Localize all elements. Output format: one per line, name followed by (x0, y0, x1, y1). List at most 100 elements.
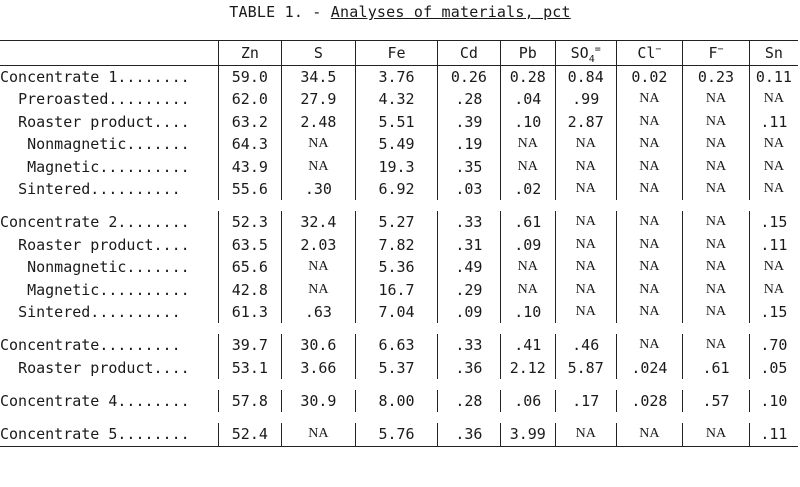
table-cell: 0.11 (748, 66, 798, 89)
header-fe-text: Fe (387, 44, 406, 62)
table-cell: NA (615, 133, 683, 156)
table-cell: .11 (748, 110, 798, 134)
table-cell: 5.87 (554, 356, 616, 380)
table-cell: 3.76 (355, 66, 437, 89)
table-cell: NA (499, 256, 555, 279)
row-label-text: Sintered.......... (18, 179, 181, 198)
table-cell: NA (682, 88, 749, 111)
table-cell: NA (499, 155, 555, 178)
table-cell: 8.00 (355, 390, 437, 413)
table-cell: .36 (437, 356, 500, 380)
row-label-text: Concentrate 5........ (0, 425, 190, 444)
header-so4: SO4= (554, 41, 616, 65)
table-cell: NA (748, 177, 798, 201)
table-cell: .05 (748, 356, 798, 380)
table-cell: .10 (499, 300, 555, 324)
table-cell: 61.3 (217, 300, 281, 324)
header-so4-text: SO4= (570, 44, 601, 65)
table-cell: .09 (499, 233, 555, 257)
header-sn-text: Sn (764, 44, 783, 62)
table-row: Magnetic.......... 42.8 NA 16.7.29 NA NA NA NA N… (0, 278, 798, 301)
table-cell: .36 (437, 423, 500, 446)
table-cell: .31 (437, 233, 500, 257)
table-row: Sintered.......... 55.6.30 6.92.03.02 NA NA N… (0, 177, 798, 201)
table-cell: .28 (437, 88, 500, 111)
table-cell: NA (682, 155, 749, 178)
table-cell: 3.99 (499, 423, 555, 446)
table-cell: .06 (499, 390, 555, 413)
row-label: Magnetic.......... (0, 279, 218, 301)
table-cell: NA (615, 211, 683, 234)
row-label: Nonmagnetic....... (0, 133, 218, 155)
table-cell: .15 (748, 211, 798, 234)
table-cell: .03 (437, 177, 500, 201)
table-row: Nonmagnetic....... 65.6 NA 5.36.49 NA NA NA NA N… (0, 256, 798, 279)
header-sn: Sn (748, 41, 798, 65)
table-cell: 5.27 (355, 211, 437, 234)
table-cell: .33 (437, 211, 500, 234)
header-cl: Cl− (615, 41, 683, 65)
row-label-text: Roaster product.... (18, 358, 190, 377)
header-cd: Cd (437, 41, 500, 65)
table-cell: NA (748, 256, 798, 279)
table-cell: 30.9 (280, 390, 355, 413)
table-cell: .028 (615, 390, 683, 413)
table-cell: 62.0 (217, 88, 281, 111)
row-indent (0, 236, 18, 254)
table-cell: 5.36 (355, 256, 437, 279)
table-cell: 5.51 (355, 110, 437, 134)
table-cell: 63.2 (217, 110, 281, 134)
table-cell: NA (615, 423, 683, 446)
row-indent (0, 281, 27, 299)
row-label-text: Nonmagnetic....... (27, 258, 190, 277)
row-label: Concentrate 5........ (0, 423, 218, 445)
row-label-text: Concentrate......... (0, 336, 181, 355)
table-cell: .61 (682, 356, 749, 380)
table-cell: NA (615, 110, 683, 134)
table-cell: NA (615, 334, 683, 357)
row-indent (0, 135, 27, 153)
table-cell: NA (615, 233, 683, 257)
row-label: Sintered.......... (0, 178, 218, 200)
row-label-text: Concentrate 2........ (0, 213, 190, 232)
table-cell: 5.49 (355, 133, 437, 156)
table-cell: .024 (615, 356, 683, 380)
table-cell: .02 (499, 177, 555, 201)
table-cell: 19.3 (355, 155, 437, 178)
header-s-text: S (313, 44, 323, 62)
table-row: Concentrate 5........ 52.4 NA 5.76.36 3.99 NA… (0, 423, 798, 446)
table-cell: NA (682, 278, 749, 301)
table-cell: NA (554, 300, 616, 324)
group-spacer (0, 379, 798, 390)
analyses-table: Zn S Fe Cd Pb SO4= Cl− F− Sn Concentrate… (0, 40, 798, 447)
row-label-text: Concentrate 1........ (0, 68, 190, 86)
table-cell: .10 (499, 110, 555, 134)
table-cell: NA (280, 278, 355, 301)
table-cell: 0.26 (437, 66, 500, 89)
table-row: Concentrate......... 39.7 30.6 6.63.33.41.4… (0, 334, 798, 357)
table-cell: 27.9 (280, 88, 355, 111)
row-indent (0, 113, 18, 131)
header-pb: Pb (499, 41, 555, 65)
header-pb-text: Pb (518, 44, 537, 62)
table-cell: 52.4 (217, 423, 281, 446)
table-cell: 39.7 (217, 334, 281, 357)
row-label-text: Nonmagnetic....... (27, 135, 190, 154)
table-row: Magnetic.......... 43.9 NA 19.3.35 NA NA NA NA N… (0, 155, 798, 178)
table-cell: 0.84 (554, 66, 616, 89)
table-cell: NA (280, 423, 355, 446)
table-cell: NA (682, 110, 749, 134)
table-header-row: Zn S Fe Cd Pb SO4= Cl− F− Sn (0, 41, 798, 66)
table-title: TABLE 1. - Analyses of materials, pct (0, 3, 800, 21)
table-cell: 2.12 (499, 356, 555, 380)
table-cell: 42.8 (217, 278, 281, 301)
table-row: Concentrate 1........ 59.0 34.5 3.76 0.26 0.2… (0, 66, 798, 89)
table-cell: 4.32 (355, 88, 437, 111)
table-cell: NA (682, 256, 749, 279)
table-cell: .17 (554, 390, 616, 413)
table-cell: .04 (499, 88, 555, 111)
header-cl-text: Cl− (637, 44, 662, 62)
table-cell: .41 (499, 334, 555, 357)
table-cell: NA (748, 155, 798, 178)
table-cell: .63 (280, 300, 355, 324)
